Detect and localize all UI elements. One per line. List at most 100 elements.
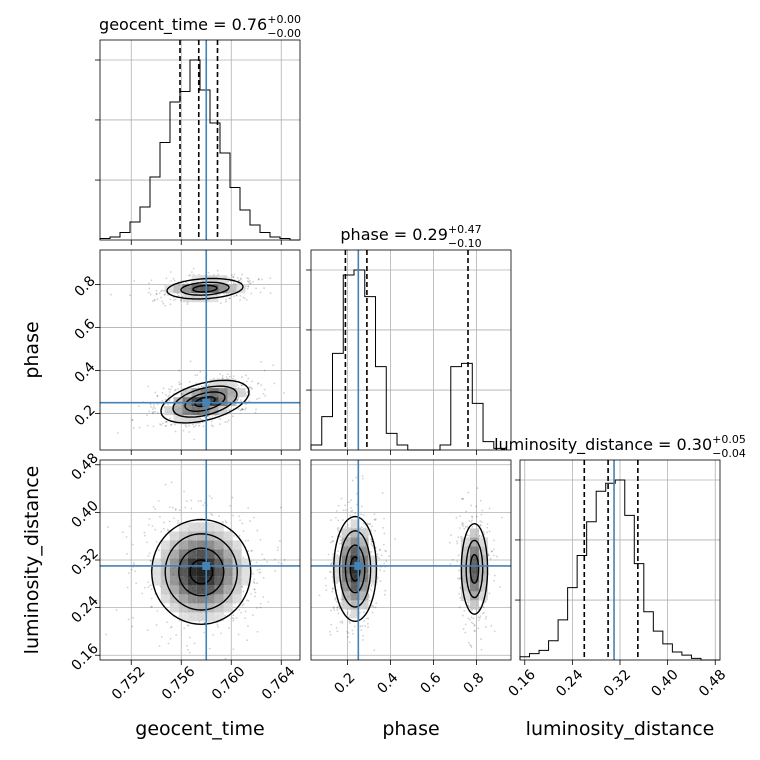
sample-point	[484, 617, 487, 620]
sample-point	[471, 516, 474, 519]
sample-point	[254, 595, 256, 598]
sample-point	[161, 289, 164, 292]
sample-point	[229, 504, 232, 507]
sample-point	[374, 517, 377, 520]
sample-point	[250, 292, 253, 295]
sample-point	[242, 530, 245, 532]
sample-point	[219, 373, 222, 376]
sample-point	[211, 425, 214, 428]
sample-point	[246, 390, 249, 393]
sample-point	[361, 477, 364, 480]
density-cell	[214, 603, 224, 613]
sample-point	[203, 384, 206, 387]
sample-point	[220, 632, 222, 635]
sample-point	[339, 542, 341, 545]
y-tick-label: 0.2	[72, 402, 99, 429]
density-cell	[469, 582, 479, 592]
sample-point	[170, 423, 173, 426]
sample-point	[470, 521, 473, 523]
sample-point	[365, 617, 368, 620]
sample-point	[133, 280, 136, 282]
sample-point	[360, 629, 363, 632]
sample-point	[478, 534, 481, 537]
sample-point	[196, 374, 199, 376]
sample-point	[329, 633, 332, 636]
sample-point	[384, 589, 387, 592]
sample-point	[251, 380, 254, 383]
density-cell	[187, 576, 197, 586]
sample-point	[227, 280, 230, 283]
sample-point	[362, 513, 365, 516]
density-cell	[478, 582, 488, 592]
density-cell	[178, 522, 188, 532]
sample-point	[318, 594, 321, 597]
density-cell	[232, 540, 242, 550]
sample-point	[283, 558, 286, 561]
sample-point	[470, 621, 473, 624]
y-tick-label: 0.8	[72, 273, 99, 300]
sample-point	[239, 399, 242, 401]
sample-point	[147, 555, 150, 557]
sample-point	[224, 614, 226, 617]
sample-point	[474, 629, 477, 632]
sample-point	[195, 382, 198, 385]
sample-point	[126, 553, 128, 555]
sample-point	[132, 427, 135, 429]
sample-point	[131, 419, 134, 421]
sample-point	[362, 522, 365, 525]
sample-point	[240, 408, 243, 411]
sample-point	[203, 621, 206, 624]
sample-point	[346, 611, 349, 614]
density-cell	[359, 564, 369, 574]
density-cell	[187, 531, 197, 541]
sample-point	[492, 548, 495, 551]
sample-point	[137, 405, 140, 408]
sample-point	[171, 506, 174, 509]
density-cell	[232, 585, 242, 595]
density-cell	[469, 564, 479, 574]
density-cell	[205, 594, 215, 604]
sample-point	[458, 578, 461, 580]
density-cell	[241, 567, 251, 577]
sample-point	[246, 280, 249, 283]
sample-point	[470, 644, 472, 647]
sample-point	[459, 527, 461, 529]
sample-point	[165, 420, 168, 423]
sample-point	[479, 524, 482, 527]
sample-point	[337, 504, 340, 507]
sample-point	[225, 300, 227, 303]
contour	[150, 518, 252, 626]
sample-point	[349, 622, 351, 624]
sample-point	[232, 514, 235, 517]
density-cell	[196, 531, 206, 541]
sample-point	[160, 635, 163, 638]
x-tick-label: 0.756	[159, 664, 199, 704]
sample-point	[479, 615, 482, 618]
sample-point	[159, 423, 161, 426]
sample-point	[460, 535, 463, 538]
sample-point	[332, 607, 335, 610]
sample-point	[244, 403, 247, 405]
sample-point	[273, 382, 276, 385]
sample-point	[456, 540, 458, 543]
sample-point	[255, 408, 257, 411]
density-cell	[169, 585, 179, 595]
sample-point	[478, 535, 481, 537]
sample-point	[153, 298, 156, 301]
sample-point	[247, 377, 250, 380]
sample-point	[258, 571, 261, 574]
sample-point	[277, 561, 280, 564]
sample-point	[141, 592, 144, 595]
sample-point	[200, 500, 202, 502]
sample-point	[158, 645, 161, 648]
density-cell	[187, 540, 197, 550]
sample-point	[341, 620, 344, 623]
sample-point	[486, 531, 489, 534]
sample-point	[152, 411, 155, 413]
sample-point	[180, 394, 183, 397]
sample-point	[174, 507, 177, 510]
sample-point	[185, 425, 188, 428]
contour	[338, 530, 372, 608]
x-tick-label: 0.4	[374, 670, 401, 697]
sample-point	[361, 639, 364, 641]
